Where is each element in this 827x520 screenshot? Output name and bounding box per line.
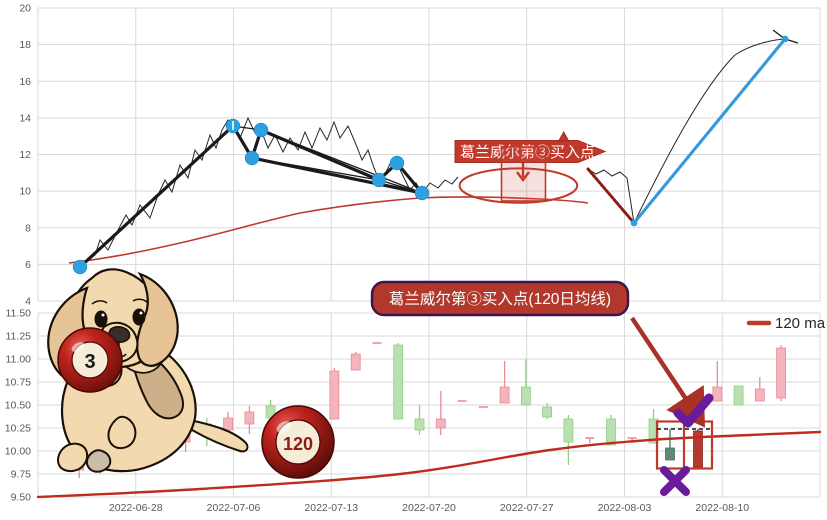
svg-text:10.50: 10.50	[5, 400, 31, 412]
svg-text:18: 18	[19, 39, 31, 51]
svg-text:10.00: 10.00	[5, 446, 31, 458]
svg-text:11.25: 11.25	[6, 331, 32, 343]
svg-text:2022-08-03: 2022-08-03	[598, 502, 652, 514]
svg-text:葛兰威尔第③买入点(120日均线): 葛兰威尔第③买入点(120日均线)	[389, 290, 611, 308]
svg-text:2022-08-10: 2022-08-10	[695, 502, 749, 514]
svg-text:9.75: 9.75	[11, 469, 32, 481]
svg-text:12: 12	[19, 149, 31, 161]
svg-text:11.50: 11.50	[6, 308, 32, 320]
svg-text:14: 14	[19, 112, 31, 124]
svg-text:3: 3	[84, 351, 95, 373]
svg-text:10.25: 10.25	[5, 423, 31, 435]
svg-text:10: 10	[19, 186, 31, 198]
svg-text:10.75: 10.75	[5, 377, 31, 389]
svg-text:2022-06-28: 2022-06-28	[109, 502, 163, 514]
svg-text:2022-07-27: 2022-07-27	[500, 502, 554, 514]
svg-text:2022-07-13: 2022-07-13	[304, 502, 358, 514]
svg-text:2022-07-06: 2022-07-06	[207, 502, 261, 514]
svg-text:120 ma: 120 ma	[775, 315, 826, 332]
svg-text:2022-07-20: 2022-07-20	[402, 502, 456, 514]
svg-text:9.50: 9.50	[11, 492, 32, 504]
svg-text:6: 6	[25, 259, 31, 271]
svg-text:11.00: 11.00	[6, 354, 32, 366]
svg-text:4: 4	[25, 296, 31, 308]
svg-text:120: 120	[283, 434, 313, 454]
svg-text:20: 20	[19, 3, 31, 15]
svg-text:8: 8	[25, 222, 31, 234]
svg-text:16: 16	[19, 76, 31, 88]
